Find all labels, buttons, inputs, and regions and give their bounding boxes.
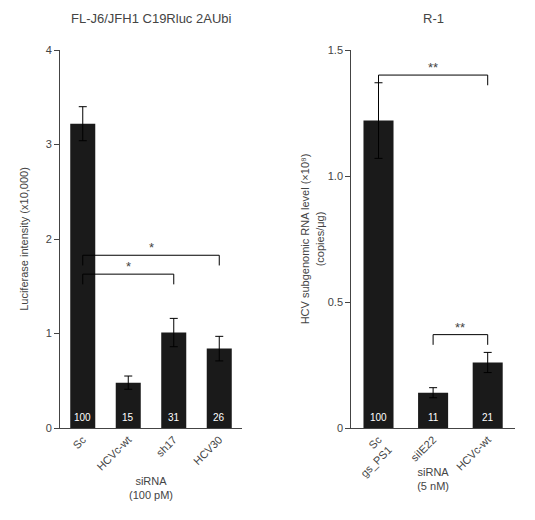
svg-text:HCV subgenomic RNA level (×10⁸: HCV subgenomic RNA level (×10⁸)(copies/μ… bbox=[299, 154, 325, 325]
svg-text:1.0: 1.0 bbox=[328, 170, 343, 182]
svg-text:11: 11 bbox=[428, 412, 439, 423]
svg-text:R-1: R-1 bbox=[423, 11, 444, 26]
svg-text:1.5: 1.5 bbox=[328, 44, 343, 56]
svg-text:siIE22: siIE22 bbox=[408, 434, 438, 464]
svg-text:**: ** bbox=[428, 60, 438, 75]
svg-text:*: * bbox=[149, 240, 154, 255]
svg-text:**: ** bbox=[455, 320, 465, 335]
svg-text:1: 1 bbox=[46, 327, 52, 339]
svg-text:2: 2 bbox=[46, 233, 52, 245]
svg-text:Scgs_PS1: Scgs_PS1 bbox=[348, 433, 394, 479]
svg-text:Luciferase intensity (x10,000): Luciferase intensity (x10,000) bbox=[18, 167, 30, 311]
svg-text:21: 21 bbox=[482, 412, 494, 423]
svg-text:100: 100 bbox=[370, 412, 387, 423]
svg-text:4: 4 bbox=[46, 44, 52, 56]
svg-text:*: * bbox=[126, 259, 131, 274]
svg-text:26: 26 bbox=[213, 412, 225, 423]
svg-text:100: 100 bbox=[74, 412, 91, 423]
svg-text:HCVc-wt: HCVc-wt bbox=[454, 434, 493, 473]
svg-text:0: 0 bbox=[337, 422, 343, 434]
svg-text:sh17: sh17 bbox=[154, 434, 179, 459]
svg-text:siRNA(5 nM): siRNA(5 nM) bbox=[417, 466, 449, 492]
svg-text:FL-J6/JFH1 C19Rluc 2AUbi: FL-J6/JFH1 C19Rluc 2AUbi bbox=[71, 11, 231, 26]
svg-text:siRNA(100 pM): siRNA(100 pM) bbox=[129, 475, 173, 501]
svg-text:3: 3 bbox=[46, 138, 52, 150]
svg-text:HCV30: HCV30 bbox=[191, 434, 225, 468]
svg-text:HCVc-wt: HCVc-wt bbox=[94, 434, 133, 473]
svg-text:15: 15 bbox=[122, 412, 134, 423]
svg-text:31: 31 bbox=[168, 412, 180, 423]
svg-text:Sc: Sc bbox=[70, 433, 88, 451]
svg-text:0.5: 0.5 bbox=[328, 296, 343, 308]
svg-text:0: 0 bbox=[46, 422, 52, 434]
